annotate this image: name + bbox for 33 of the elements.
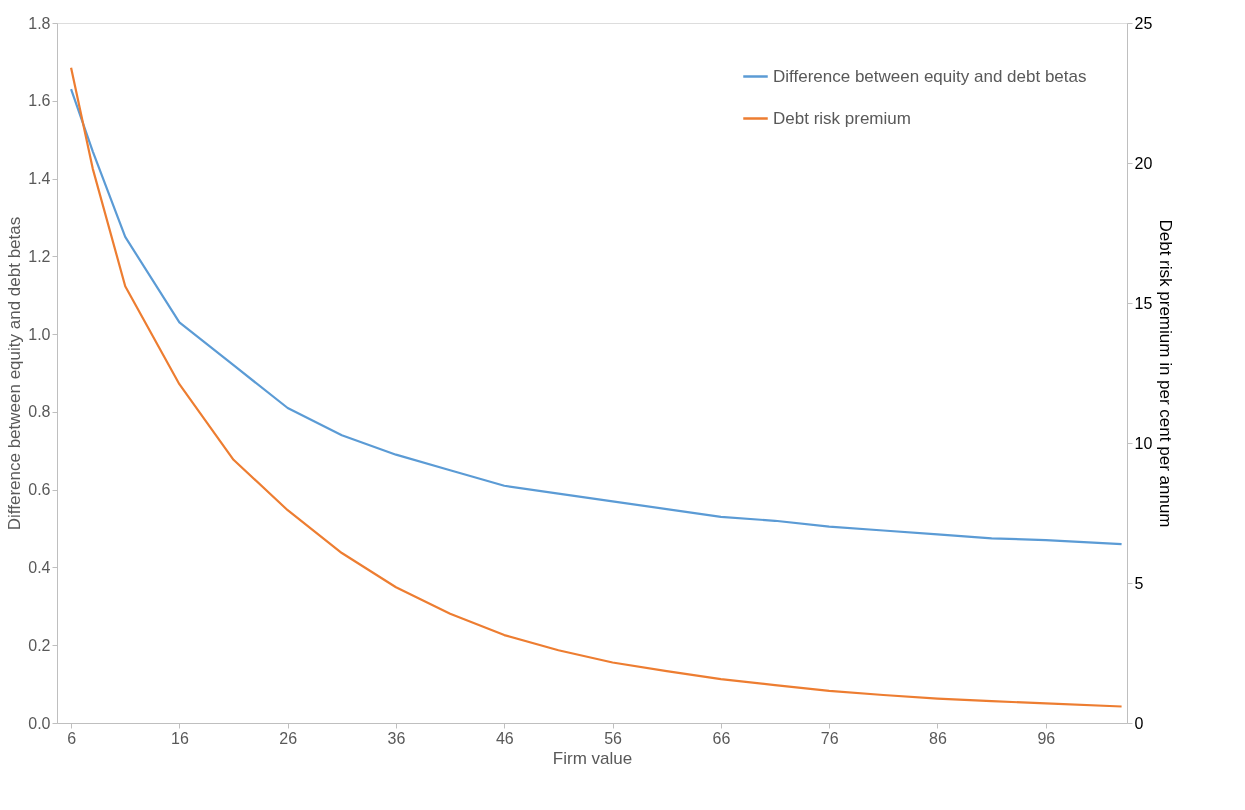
y-tick-label: 1.8 (28, 14, 51, 32)
y-tick-label: 0.4 (28, 558, 51, 576)
y-tick-label: 0.0 (28, 714, 51, 732)
y-tick-label: 1.6 (28, 92, 51, 110)
x-tick-label: 66 (712, 729, 731, 747)
y-tick-label: 1.4 (28, 170, 51, 188)
x-tick-label: 36 (387, 729, 406, 747)
x-tick-label: 96 (1037, 729, 1056, 747)
y2-tick-label: 20 (1134, 154, 1153, 172)
line-series (69, 88, 1123, 546)
y-tick-label: 1.2 (28, 247, 51, 265)
legend-label: Difference between equity and debt betas (773, 66, 1087, 86)
y2-axis-title: Debt risk premium in per cent per annum (1156, 219, 1176, 528)
y2-tick-label: 25 (1134, 14, 1153, 32)
y-tick-label: 0.8 (28, 403, 51, 421)
line-series (69, 66, 1123, 708)
y2-tick-label: 10 (1134, 434, 1153, 452)
x-tick-label: 16 (170, 729, 189, 747)
x-tick-label: 6 (67, 729, 77, 747)
x-tick-label: 56 (604, 729, 623, 747)
x-axis-title: Firm value (552, 748, 633, 768)
x-tick-label: 76 (820, 729, 839, 747)
y-tick-label: 0.2 (28, 636, 51, 654)
x-tick-label: 26 (279, 729, 298, 747)
x-tick-label: 86 (929, 729, 947, 747)
y-axis-title: Difference between equity and debt betas (5, 216, 25, 531)
y2-tick-label: 5 (1134, 574, 1144, 592)
y2-tick-label: 0 (1134, 714, 1144, 732)
y2-tick-label: 15 (1134, 294, 1153, 312)
x-tick-label: 46 (495, 729, 514, 747)
y-tick-label: 1.0 (28, 325, 51, 343)
y-tick-label: 0.6 (28, 481, 51, 499)
legend-label: Debt risk premium (773, 108, 911, 128)
